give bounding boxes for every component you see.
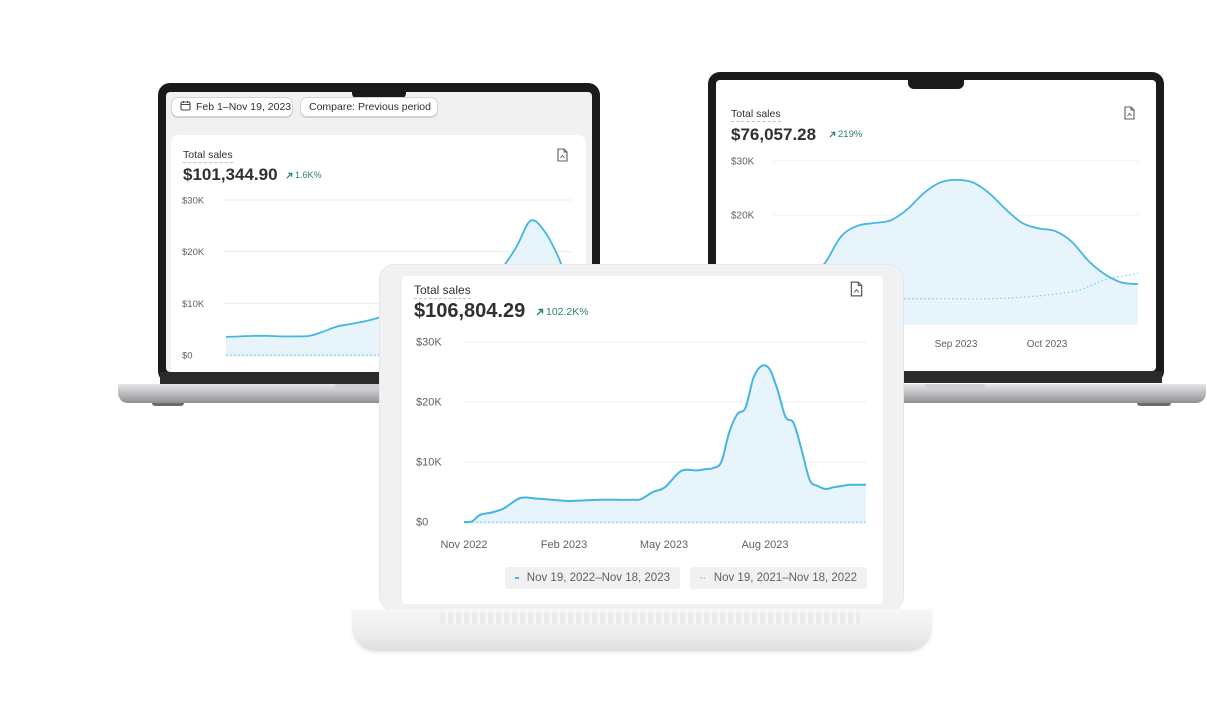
right-laptop-foot xyxy=(1137,403,1171,406)
right-laptop-groove xyxy=(925,384,985,390)
left-total-sales: $101,344.90 xyxy=(183,165,278,184)
left-card-title[interactable]: Total sales xyxy=(183,149,233,163)
main-x-tick-label: Aug 2023 xyxy=(741,539,788,551)
left-laptop-groove xyxy=(335,384,395,390)
export-report-icon[interactable] xyxy=(1123,106,1136,125)
left-y-tick-label: $0 xyxy=(182,351,193,362)
left-laptop-foot xyxy=(152,403,184,406)
date-range-button[interactable]: Feb 1–Nov 19, 2023 xyxy=(171,97,293,117)
export-report-icon[interactable] xyxy=(556,148,569,167)
left-change-badge: 1.6K% xyxy=(286,170,322,180)
dotted-line-swatch xyxy=(700,577,706,579)
right-change-value: 219% xyxy=(838,129,863,140)
solid-line-swatch xyxy=(515,577,519,579)
main-y-tick-label: $30K xyxy=(416,337,442,349)
compare-button[interactable]: Compare: Previous period xyxy=(300,97,438,117)
arrow-up-right-icon xyxy=(536,308,544,316)
legend-current-label: Nov 19, 2022–Nov 18, 2023 xyxy=(526,572,670,584)
calendar-icon xyxy=(180,100,191,114)
main-total-sales: $106,804.29 xyxy=(414,300,526,322)
main-y-tick-label: $20K xyxy=(416,397,442,409)
main-x-tick-label: Nov 2022 xyxy=(440,539,487,551)
main-y-tick-label: $10K xyxy=(416,457,442,469)
legend-previous-label: Nov 19, 2021–Nov 18, 2022 xyxy=(713,572,857,584)
right-y-tick-label: $30K xyxy=(731,157,755,168)
right-total-sales: $76,057.28 xyxy=(731,125,817,144)
main-series-area xyxy=(464,365,866,524)
arrow-up-right-icon xyxy=(829,131,836,138)
right-series-line xyxy=(807,178,1139,285)
main-x-tick-label: Feb 2023 xyxy=(541,539,587,551)
main-series-line xyxy=(463,364,866,524)
legend-current-period[interactable]: Nov 19, 2022–Nov 18, 2023 xyxy=(505,567,680,589)
front-laptop-keyboard xyxy=(440,612,860,624)
export-report-icon[interactable] xyxy=(849,281,864,302)
main-change-value: 102.2K% xyxy=(546,306,589,318)
main-x-tick-label: May 2023 xyxy=(640,539,688,551)
right-card-title[interactable]: Total sales xyxy=(731,108,781,122)
date-range-label: Feb 1–Nov 19, 2023 xyxy=(196,101,292,113)
left-y-tick-label: $30K xyxy=(182,196,205,207)
legend-previous-period[interactable]: Nov 19, 2021–Nov 18, 2022 xyxy=(690,567,867,589)
main-y-tick-label: $0 xyxy=(416,517,428,529)
right-y-tick-label: $20K xyxy=(731,211,755,222)
right-laptop-notch xyxy=(908,76,964,89)
main-change-badge: 102.2K% xyxy=(536,306,589,318)
main-sales-chart: $30K $20K $10K $0 Nov 2022 Feb 2023 May 2023 A… xyxy=(416,337,866,551)
main-card-title[interactable]: Total sales xyxy=(414,283,471,299)
right-x-tick-label: Sep 2023 xyxy=(935,339,978,350)
left-change-value: 1.6K% xyxy=(295,170,322,180)
left-laptop-notch xyxy=(352,88,406,99)
left-y-tick-label: $20K xyxy=(182,247,205,258)
front-laptop-screen xyxy=(402,276,883,604)
left-y-tick-label: $10K xyxy=(182,299,205,310)
right-x-tick-label: Oct 2023 xyxy=(1027,339,1068,350)
compare-label: Compare: Previous period xyxy=(309,101,431,113)
arrow-up-right-icon xyxy=(286,172,293,179)
right-change-badge: 219% xyxy=(829,129,862,140)
